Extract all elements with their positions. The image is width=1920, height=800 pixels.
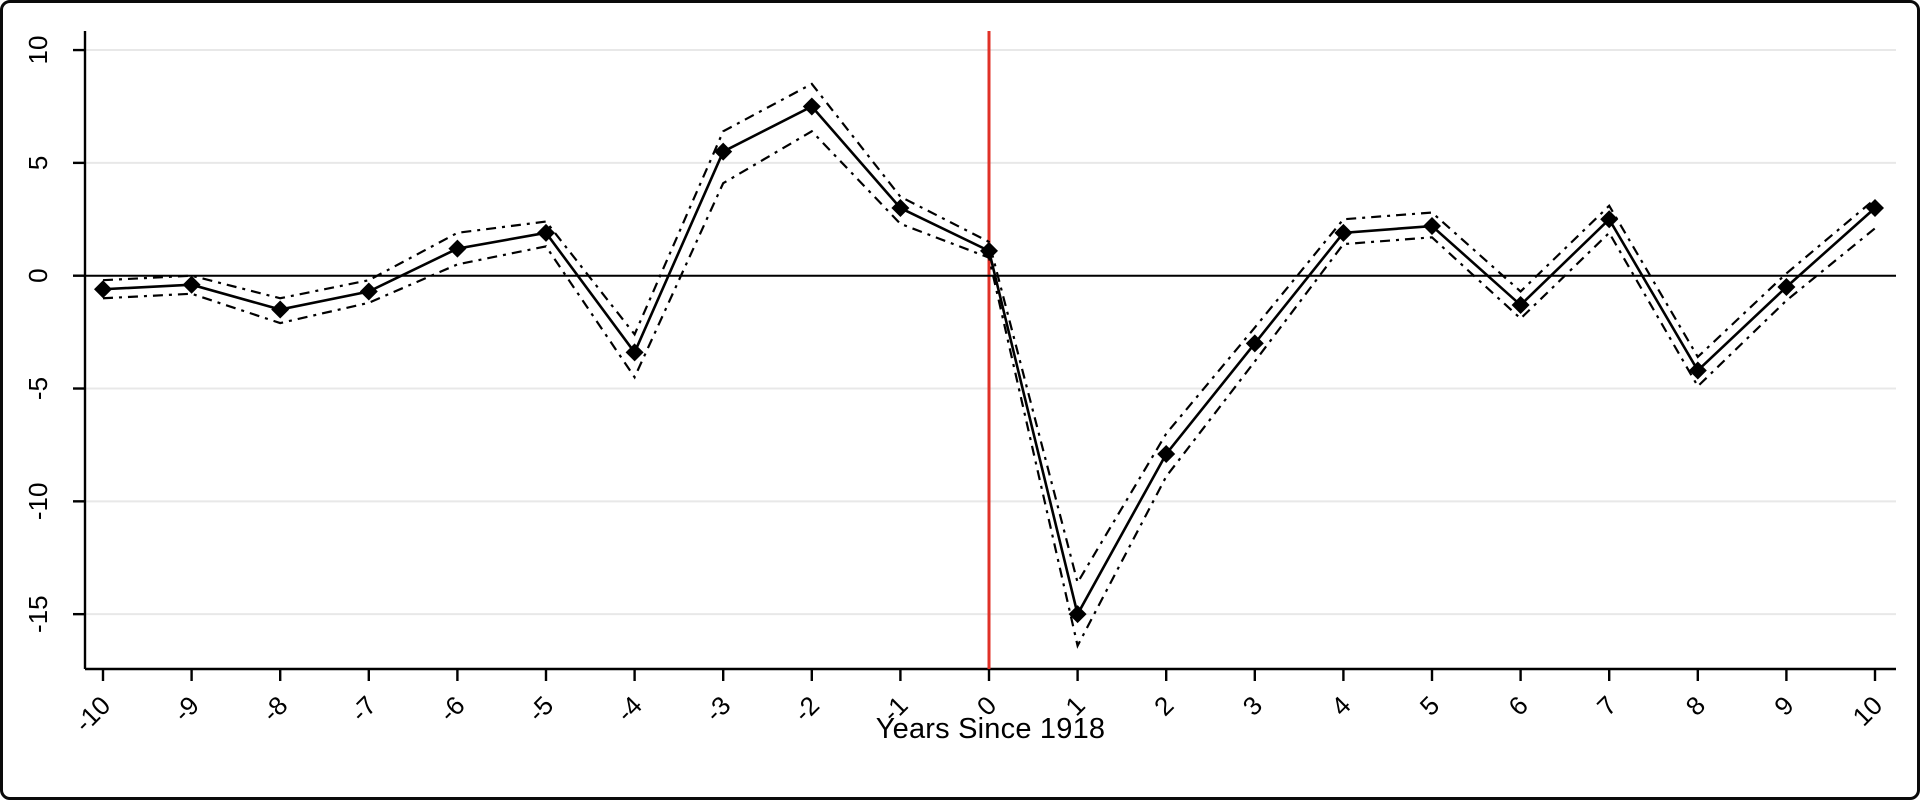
data-point-marker (1157, 444, 1176, 463)
x-axis-title: Years Since 1918 (875, 713, 1106, 745)
data-point-marker (980, 241, 998, 260)
data-point-marker (625, 343, 644, 362)
data-point-marker (94, 280, 112, 299)
data-point-marker (1068, 605, 1087, 624)
y-tick-label: 5 (23, 156, 53, 170)
y-tick-label: 0 (23, 268, 53, 282)
y-tick-label: 10 (23, 36, 53, 65)
data-point-marker (271, 300, 290, 319)
data-point-marker (448, 239, 467, 258)
data-point-marker (1334, 223, 1353, 242)
data-point-marker (359, 282, 378, 301)
data-point-marker (1423, 217, 1441, 236)
y-tick-label: -10 (23, 483, 53, 521)
y-tick-label: -5 (23, 377, 53, 400)
data-point-marker (1688, 361, 1707, 380)
data-point-marker (1511, 296, 1530, 315)
data-point-marker (891, 199, 910, 218)
upper-ci-line (102, 82, 1876, 586)
data-point-marker (182, 275, 201, 294)
data-point-marker (1245, 334, 1264, 353)
y-tick-label: -15 (23, 595, 53, 633)
data-point-marker (714, 142, 733, 161)
data-point-marker (1777, 277, 1796, 296)
data-point-marker (802, 97, 821, 116)
data-point-marker (537, 223, 555, 242)
data-point-marker (1600, 210, 1619, 229)
data-point-marker (1866, 199, 1884, 218)
